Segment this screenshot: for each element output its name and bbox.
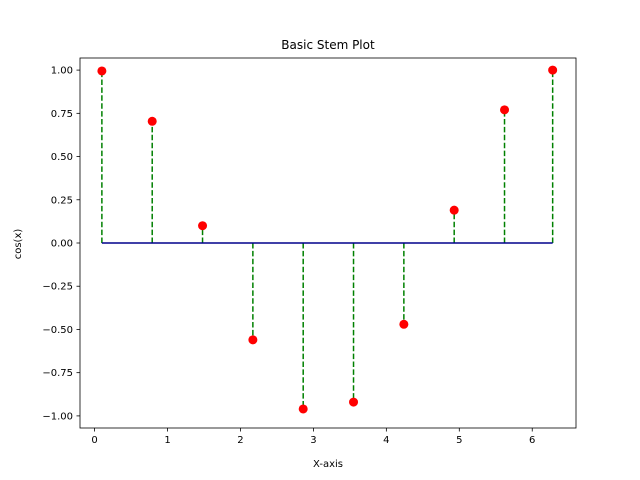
data-point — [147, 116, 157, 126]
y-tick-label: 1.00 — [51, 66, 73, 77]
data-point — [298, 404, 308, 414]
x-axis-label: X-axis — [313, 459, 343, 470]
y-tick-label: 0.25 — [51, 195, 73, 206]
data-point — [548, 65, 558, 75]
x-tick-label: 1 — [164, 435, 170, 446]
data-point — [399, 319, 409, 329]
data-point — [248, 335, 258, 345]
x-tick-label: 3 — [310, 435, 316, 446]
y-tick-label: 0.75 — [51, 109, 73, 120]
x-tick-label: 5 — [456, 435, 462, 446]
data-point — [97, 66, 107, 76]
y-tick-label: −1.00 — [42, 411, 73, 422]
y-tick-label: 0.50 — [51, 152, 73, 163]
y-tick-label: 0.00 — [51, 239, 73, 250]
data-point — [500, 105, 510, 115]
x-tick-label: 0 — [91, 435, 97, 446]
data-point — [449, 205, 459, 215]
x-tick-label: 6 — [529, 435, 535, 446]
x-tick-label: 4 — [383, 435, 389, 446]
data-point — [349, 397, 359, 407]
y-tick-label: −0.50 — [42, 325, 73, 336]
x-tick-label: 2 — [237, 435, 243, 446]
y-axis-label: cos(x) — [13, 229, 24, 260]
y-tick-label: −0.25 — [42, 282, 73, 293]
data-point — [198, 221, 208, 231]
y-tick-label: −0.75 — [42, 368, 73, 379]
plot-area: 0 1 2 3 4 5 6 1.00 0.75 0.50 0.25 0.00 −0.25 −0.50 −0.… — [42, 57, 577, 446]
chart-title: Basic Stem Plot — [281, 38, 375, 52]
